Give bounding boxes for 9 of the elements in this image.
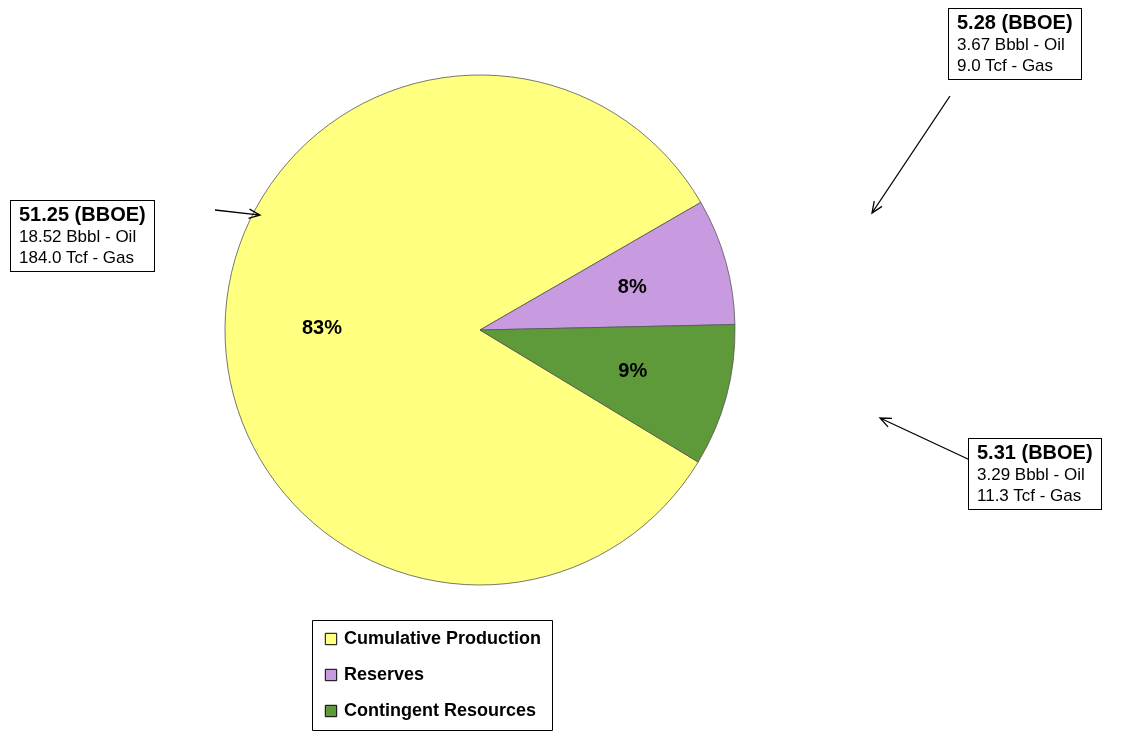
data-label: 8% [617, 275, 647, 298]
text: 51.25 (BBOE) 18.52 Bbbl - Oil 184.0 Tcf - Gas [19, 203, 146, 268]
legend-label: Reserves [344, 664, 425, 684]
text: 5.31 (BBOE) 3.29 Bbbl - Oil 11.3 Tcf - Gas [977, 441, 1093, 506]
data-label: 9% [618, 358, 648, 381]
legend-label: Cumulative Production [344, 628, 542, 648]
legend-label: Contingent Resources [344, 700, 537, 720]
text: 5.28 (BBOE) 3.67 Bbbl - Oil 9.0 Tcf - Gas [957, 11, 1073, 76]
data-label: 83% [301, 316, 343, 339]
